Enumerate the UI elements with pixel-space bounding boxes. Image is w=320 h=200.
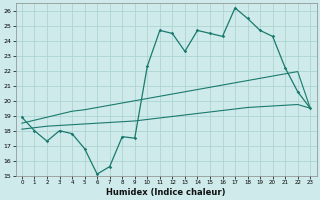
X-axis label: Humidex (Indice chaleur): Humidex (Indice chaleur) bbox=[106, 188, 226, 197]
